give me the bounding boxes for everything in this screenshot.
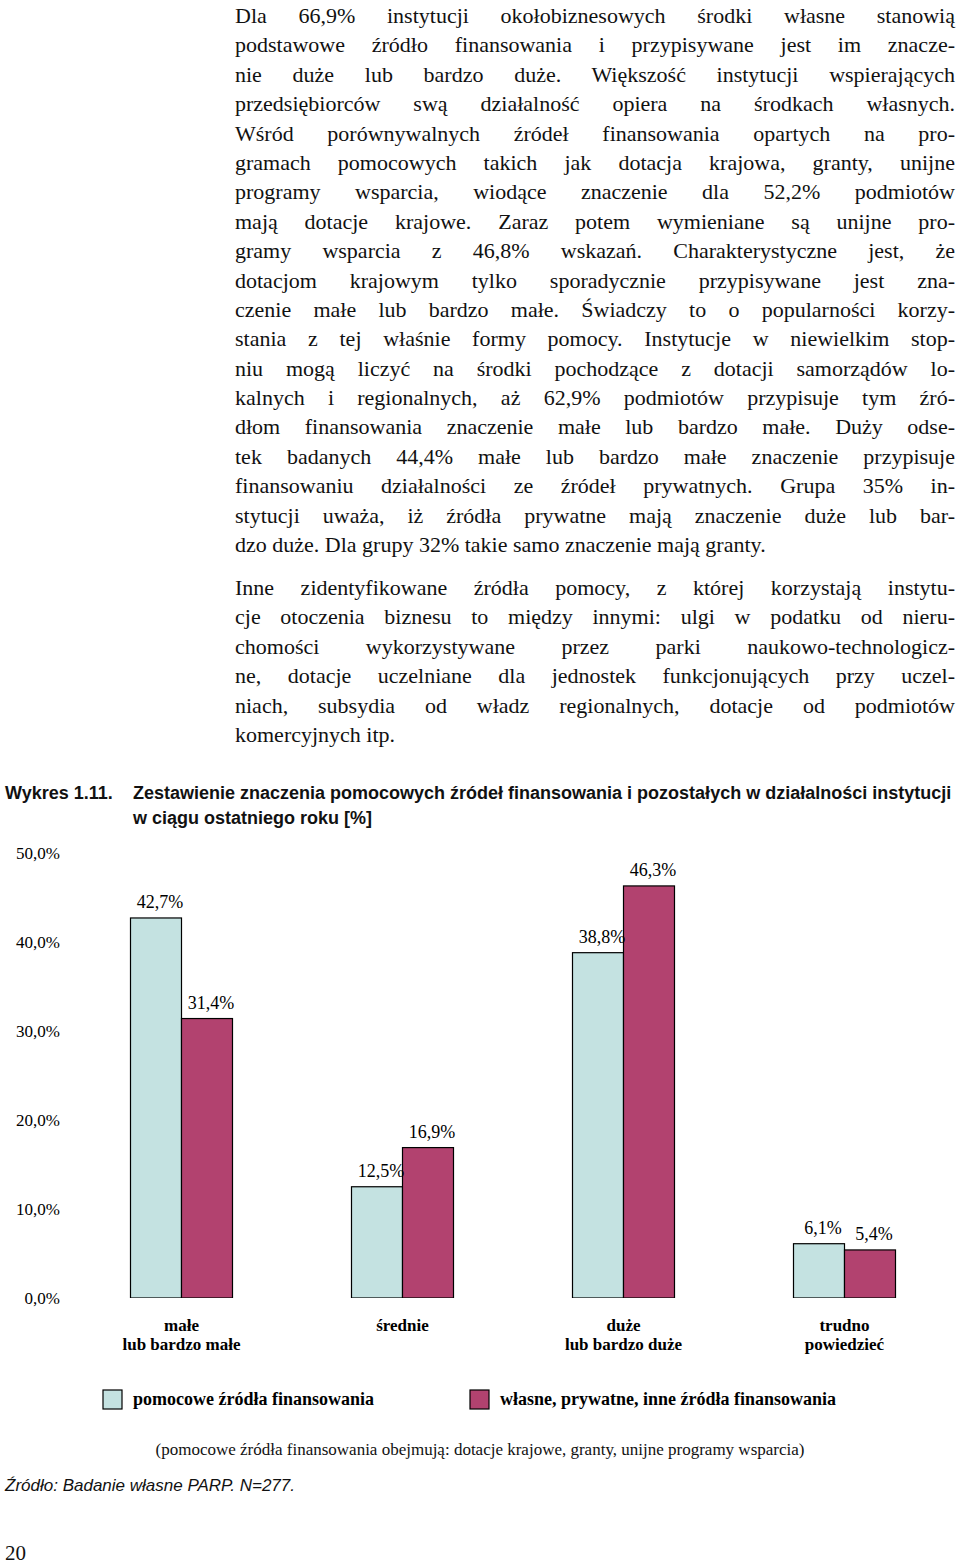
text-line: dłom finansowania znaczenie małe lub bar… (235, 412, 955, 441)
text-line: stania z tej właśnie formy pomocy. Insty… (235, 324, 955, 353)
y-tick-label: 30,0% (16, 1022, 60, 1041)
text-line: czenie małe lub bardzo małe. Świadczy to… (235, 295, 955, 324)
text-line: programy wsparcia, wiodące znaczenie dla… (235, 177, 955, 206)
x-tick-label: dużelub bardzo duże (565, 1316, 683, 1354)
text-line: niach, subsydia od władz regionalnych, d… (235, 691, 955, 720)
x-tick-label-line: trudno (819, 1316, 869, 1335)
text-line: gramach pomocowych takich jak dotacja kr… (235, 148, 955, 177)
legend-swatch (103, 1390, 122, 1409)
y-tick-label: 50,0% (16, 844, 60, 863)
text-line: chomości wykorzystywane przez parki nauk… (235, 632, 955, 661)
paragraph: Inne zidentyfikowane źródła pomocy, z kt… (235, 573, 955, 749)
data-label: 16,9% (409, 1122, 456, 1142)
text-line: finansowaniu działalności ze źródeł pryw… (235, 471, 955, 500)
text-line: dzo duże. Dla grupy 32% takie samo znacz… (235, 530, 955, 559)
x-tick-label: średnie (376, 1316, 429, 1335)
bars (131, 886, 896, 1298)
text-line: przedsiębiorców swą działalność opiera n… (235, 89, 955, 118)
legend-label: własne, prywatne, inne źródła finansowan… (500, 1389, 836, 1409)
legend-swatch (470, 1390, 489, 1409)
y-tick-label: 0,0% (25, 1289, 60, 1308)
text-line: podstawowe źródło finansowania i przypis… (235, 30, 955, 59)
text-line: Inne zidentyfikowane źródła pomocy, z kt… (235, 573, 955, 602)
paragraph: Dla 66,9% instytucji okołobiznesowych śr… (235, 1, 955, 559)
data-label: 12,5% (358, 1161, 405, 1181)
y-tick-label: 10,0% (16, 1200, 60, 1219)
text-line: gramy wsparcia z 46,8% wskazań. Charakte… (235, 236, 955, 265)
x-tick-label: małelub bardzo małe (122, 1316, 241, 1354)
data-label: 42,7% (137, 892, 184, 912)
y-tick-label: 20,0% (16, 1111, 60, 1130)
chart: 0,0% 10,0% 20,0% 30,0% 40,0% 50,0% 42,7% 12,5% 3… (0, 0, 960, 1566)
bar (403, 1148, 454, 1298)
figure-label: Wykres 1.11. (5, 781, 133, 806)
text-line: Dla 66,9% instytucji okołobiznesowych śr… (235, 1, 955, 30)
x-tick-label-line: małe (164, 1316, 199, 1335)
note: (pomocowe źródła finansowania obejmują: … (0, 1440, 960, 1460)
text-line: mają dotacje krajowe. Zaraz potem wymien… (235, 207, 955, 236)
text-line: stytucji uważa, iż źródła prywatne mają … (235, 501, 955, 530)
data-label: 31,4% (188, 993, 235, 1013)
source: Źródło: Badanie własne PARP. N=277. (5, 1476, 295, 1496)
text-line: ne, dotacje uczelniane dla jednostek fun… (235, 661, 955, 690)
page: {"paragraphs": [ ["Dla 66,9% instytucji … (0, 0, 960, 1566)
page-number: 20 (5, 1541, 26, 1566)
legend-label: pomocowe źródła finansowania (133, 1389, 374, 1409)
x-tick-label-line: duże (607, 1316, 641, 1335)
x-tick-label-line: lub bardzo duże (565, 1335, 683, 1354)
data-label: 38,8% (579, 927, 626, 947)
bar (352, 1187, 403, 1298)
text-line: dotacjom krajowym tylko sporadycznie prz… (235, 266, 955, 295)
text-line: tek badanych 44,4% małe lub bardzo małe … (235, 442, 955, 471)
data-label: 5,4% (855, 1224, 893, 1244)
text-line: Wśród porównywalnych źródeł finansowania… (235, 119, 955, 148)
data-label: 6,1% (804, 1218, 842, 1238)
y-tick-label: 40,0% (16, 933, 60, 952)
text-line: komercyjnych itp. (235, 720, 955, 749)
text-line: kalnych i regionalnych, aż 62,9% podmiot… (235, 383, 955, 412)
text-line: niu mogą liczyć na środki pochodzące z d… (235, 354, 955, 383)
x-tick-label-line: średnie (376, 1316, 429, 1335)
x-tick-label-line: lub bardzo małe (122, 1335, 241, 1354)
text-line: nie duże lub bardzo duże. Większość inst… (235, 60, 955, 89)
x-tick-label: trudnopowiedzieć (805, 1316, 885, 1354)
bar (131, 918, 182, 1298)
bar (182, 1019, 233, 1298)
chart-title: Zestawienie znaczenia pomocowych źródeł … (133, 781, 955, 831)
bar (624, 886, 675, 1298)
data-label: 46,3% (630, 860, 677, 880)
bar (794, 1244, 845, 1298)
text-line: cje otoczenia biznesu to między innymi: … (235, 602, 955, 631)
bar (573, 953, 624, 1298)
bar (845, 1250, 896, 1298)
x-tick-label-line: powiedzieć (805, 1335, 885, 1354)
